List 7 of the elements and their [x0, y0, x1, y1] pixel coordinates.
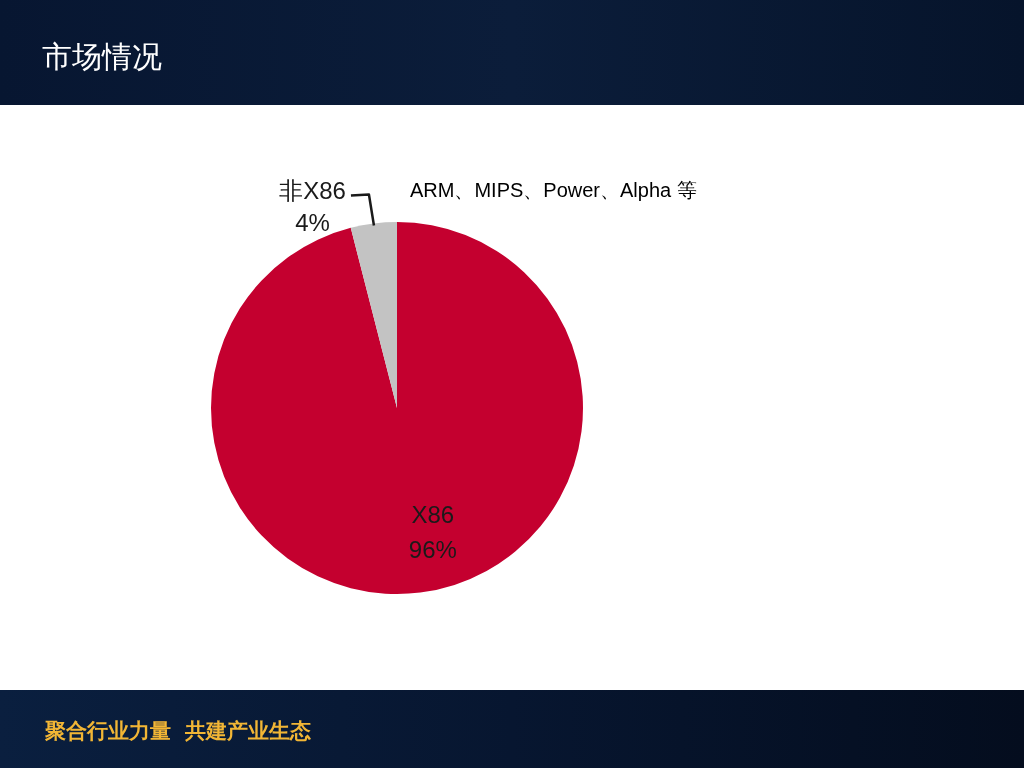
slice-label: 非X86 — [279, 177, 346, 205]
data-label: 4% — [295, 209, 330, 237]
text: ARM、MIPS、Power、Alpha 等 — [410, 178, 697, 203]
data-label: 96% — [408, 536, 457, 564]
chart-title: 市场情况 — [42, 39, 162, 75]
slice-label: X86 — [411, 501, 455, 529]
text: 聚合行业力量 共建产业生态 — [45, 718, 311, 744]
